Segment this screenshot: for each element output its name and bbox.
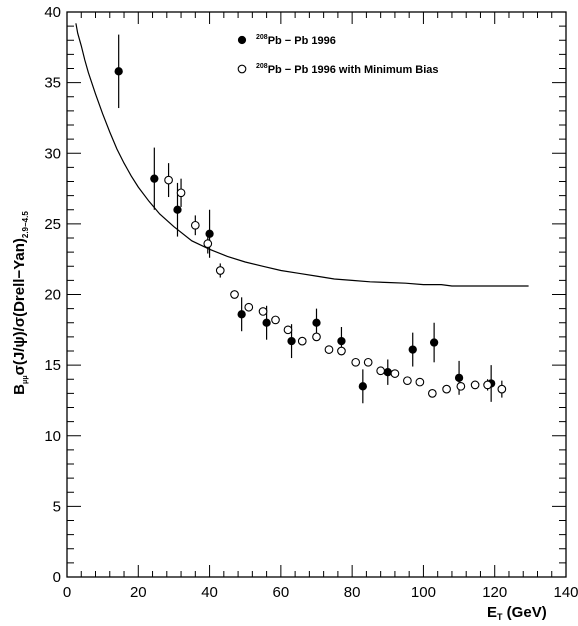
data-point-open [271,315,280,325]
y-axis-label: Bμμσ(J/ψ)/σ(Drell−Yan)2.9−4.5 [11,211,30,395]
data-point-open [230,290,239,299]
x-tick-label: 140 [553,584,578,601]
data-point-open [312,332,321,342]
theory-curve [75,23,529,287]
legend-label-open: 208Pb − Pb 1996 with Minimum Bias [256,63,439,76]
legend-marker-open [237,64,247,74]
data-point-open [456,381,466,391]
data-point-open [497,384,507,394]
legend-label-filled: 208Pb − Pb 1996 [256,34,336,47]
data-point-open [176,188,186,198]
data-point-open [427,389,437,398]
y-tick-label: 0 [53,569,61,586]
data-point-filled [262,318,271,327]
x-tick-label: 40 [201,584,218,601]
data-point-filled [408,345,417,354]
data-point-filled [358,382,367,391]
data-point-filled [114,67,123,76]
data-point-filled [383,368,392,377]
x-tick-label: 20 [130,584,147,601]
data-point-open [351,357,361,367]
y-tick-label: 5 [53,498,61,515]
data-point-open [190,220,200,230]
legend: 208Pb − Pb 1996 208Pb − Pb 1996 with Min… [237,34,439,76]
data-point-filled [454,373,464,382]
y-tick-label: 40 [44,4,61,21]
legend-marker-filled [237,35,247,45]
x-tick-label: 60 [273,584,290,601]
x-tick-label: 80 [344,584,361,601]
data-point-open [324,345,334,354]
y-tick-label: 20 [44,287,61,304]
data-point-open [283,325,293,335]
data-point-open [215,266,225,275]
data-point-filled [150,174,159,183]
data-point-open [337,346,346,356]
x-axis-label: ET (GeV) [487,604,547,622]
y-tick-label: 15 [44,357,61,374]
x-tick-label: 120 [482,584,507,601]
data-point-open [376,366,386,376]
x-tick-label: 100 [411,584,436,601]
data-point-open [442,384,451,394]
data-point-open [258,307,268,316]
plot-frame [66,11,567,578]
data-point-filled [337,336,346,346]
y-tick-label: 10 [44,428,61,445]
points-layer [114,34,507,404]
data-point-filled [237,310,246,319]
x-tick-label: 0 [63,584,71,601]
y-tick-label: 25 [44,216,61,233]
data-point-open [415,377,425,387]
data-point-open [297,336,307,346]
theory-curve-layer [75,23,529,287]
data-point-filled [312,318,321,327]
data-point-open [483,380,492,390]
data-point-open [403,376,412,386]
data-point-open [470,380,480,390]
data-point-filled [287,336,296,346]
data-point-open [203,239,213,248]
data-point-filled [173,205,182,214]
data-point-open [390,369,400,378]
tick-labels: 0 20 40 60 80 100 120 140 0 5 10 15 20 25 30 35 40 [44,4,578,601]
y-tick-label: 30 [44,145,61,162]
data-point-open [363,357,373,367]
data-point-filled [205,229,214,238]
data-point-open [244,302,254,312]
data-point-open [164,175,173,185]
data-point-filled [429,338,439,347]
y-tick-label: 35 [44,75,61,92]
axis-ticks [66,11,567,578]
